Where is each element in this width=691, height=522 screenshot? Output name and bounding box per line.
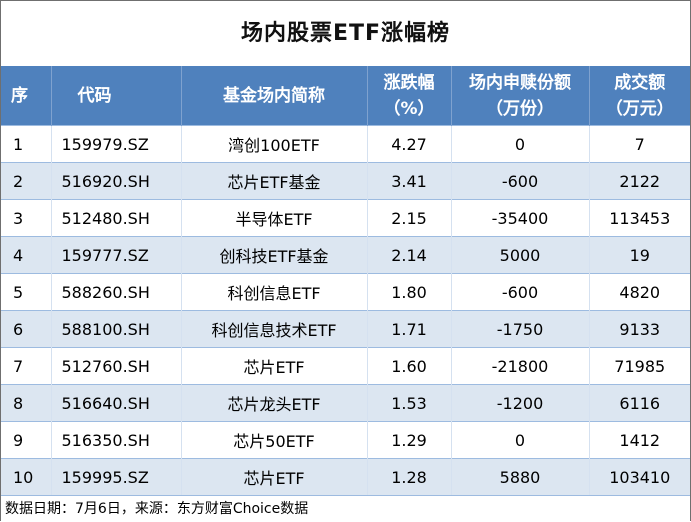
cell-shares: 5000	[451, 236, 590, 274]
cell-change: 1.29	[367, 421, 452, 459]
cell-rank: 4	[1, 236, 52, 274]
cell-shares: -35400	[451, 199, 590, 237]
cell-code: 159979.SZ	[51, 125, 182, 163]
cell-rank: 10	[1, 458, 52, 495]
cell-volume: 7	[589, 125, 690, 163]
table-row: 7 512760.SH 芯片ETF 1.60 -21800 71985	[1, 347, 690, 385]
table-title: 场内股票ETF涨幅榜	[240, 21, 451, 46]
header-volume-line2: （万元）	[605, 98, 674, 119]
source-note: 数据日期：7月6日，来源：东方财富Choice数据	[1, 495, 690, 522]
cell-rank: 5	[1, 273, 52, 311]
cell-code: 516640.SH	[51, 384, 182, 422]
table-header: 序 代码 基金场内简称 涨跌幅 （%） 场内申赎份额 （万份） 成交额 （万元）	[1, 66, 690, 126]
cell-volume: 4820	[589, 273, 690, 311]
header-change-line2: （%）	[383, 98, 435, 119]
cell-code: 516920.SH	[51, 162, 182, 200]
header-shares: 场内申赎份额 （万份）	[451, 66, 590, 126]
cell-change: 1.71	[367, 310, 452, 348]
header-shares-line1: 场内申赎份额	[469, 72, 571, 93]
header-row: 序 代码 基金场内简称 涨跌幅 （%） 场内申赎份额 （万份） 成交额 （万元）	[1, 66, 690, 126]
cell-change: 2.14	[367, 236, 452, 274]
header-name: 基金场内简称	[181, 66, 368, 126]
cell-shares: -21800	[451, 347, 590, 385]
header-code: 代码	[51, 66, 182, 126]
cell-code: 159995.SZ	[51, 458, 182, 495]
cell-name: 芯片50ETF	[181, 421, 368, 459]
table-row: 1 159979.SZ 湾创100ETF 4.27 0 7	[1, 125, 690, 163]
cell-change: 1.60	[367, 347, 452, 385]
cell-volume: 2122	[589, 162, 690, 200]
cell-volume: 9133	[589, 310, 690, 348]
table-body: 1 159979.SZ 湾创100ETF 4.27 0 7 2 516920.S…	[1, 125, 690, 495]
cell-shares: -1200	[451, 384, 590, 422]
cell-shares: 5880	[451, 458, 590, 495]
cell-name: 芯片ETF	[181, 458, 368, 495]
cell-code: 588260.SH	[51, 273, 182, 311]
cell-volume: 71985	[589, 347, 690, 385]
cell-rank: 6	[1, 310, 52, 348]
cell-name: 芯片龙头ETF	[181, 384, 368, 422]
header-volume-line1: 成交额	[614, 72, 666, 93]
header-shares-line2: （万份）	[486, 98, 554, 119]
table-row: 6 588100.SH 科创信息技术ETF 1.71 -1750 9133	[1, 310, 690, 348]
cell-code: 512760.SH	[51, 347, 182, 385]
table-row: 4 159777.SZ 创科技ETF基金 2.14 5000 19	[1, 236, 690, 274]
cell-shares: 0	[451, 125, 590, 163]
cell-code: 512480.SH	[51, 199, 182, 237]
cell-name: 科创信息技术ETF	[181, 310, 368, 348]
etf-table: 序 代码 基金场内简称 涨跌幅 （%） 场内申赎份额 （万份） 成交额 （万元）	[1, 66, 690, 495]
header-volume: 成交额 （万元）	[589, 66, 690, 126]
cell-rank: 8	[1, 384, 52, 422]
table-row: 5 588260.SH 科创信息ETF 1.80 -600 4820	[1, 273, 690, 311]
cell-rank: 9	[1, 421, 52, 459]
cell-name: 科创信息ETF	[181, 273, 368, 311]
cell-volume: 113453	[589, 199, 690, 237]
table-row: 8 516640.SH 芯片龙头ETF 1.53 -1200 6116	[1, 384, 690, 422]
header-change-line1: 涨跌幅	[383, 72, 435, 93]
cell-rank: 7	[1, 347, 52, 385]
cell-code: 588100.SH	[51, 310, 182, 348]
header-change: 涨跌幅 （%）	[367, 66, 452, 126]
cell-code: 159777.SZ	[51, 236, 182, 274]
cell-change: 1.28	[367, 458, 452, 495]
table-row: 10 159995.SZ 芯片ETF 1.28 5880 103410	[1, 458, 690, 495]
table-row: 9 516350.SH 芯片50ETF 1.29 0 1412	[1, 421, 690, 459]
cell-volume: 1412	[589, 421, 690, 459]
cell-code: 516350.SH	[51, 421, 182, 459]
cell-name: 芯片ETF基金	[181, 162, 368, 200]
cell-change: 1.80	[367, 273, 452, 311]
cell-rank: 2	[1, 162, 52, 200]
cell-change: 2.15	[367, 199, 452, 237]
cell-rank: 3	[1, 199, 52, 237]
cell-volume: 6116	[589, 384, 690, 422]
header-rank: 序	[1, 66, 52, 126]
cell-change: 4.27	[367, 125, 452, 163]
cell-name: 创科技ETF基金	[181, 236, 368, 274]
table-row: 2 516920.SH 芯片ETF基金 3.41 -600 2122	[1, 162, 690, 200]
cell-volume: 19	[589, 236, 690, 274]
table-row: 3 512480.SH 半导体ETF 2.15 -35400 113453	[1, 199, 690, 237]
cell-shares: 0	[451, 421, 590, 459]
cell-shares: -600	[451, 273, 590, 311]
cell-name: 湾创100ETF	[181, 125, 368, 163]
cell-name: 半导体ETF	[181, 199, 368, 237]
cell-change: 3.41	[367, 162, 452, 200]
cell-volume: 103410	[589, 458, 690, 495]
cell-name: 芯片ETF	[181, 347, 368, 385]
cell-shares: -600	[451, 162, 590, 200]
cell-shares: -1750	[451, 310, 590, 348]
cell-change: 1.53	[367, 384, 452, 422]
cell-rank: 1	[1, 125, 52, 163]
